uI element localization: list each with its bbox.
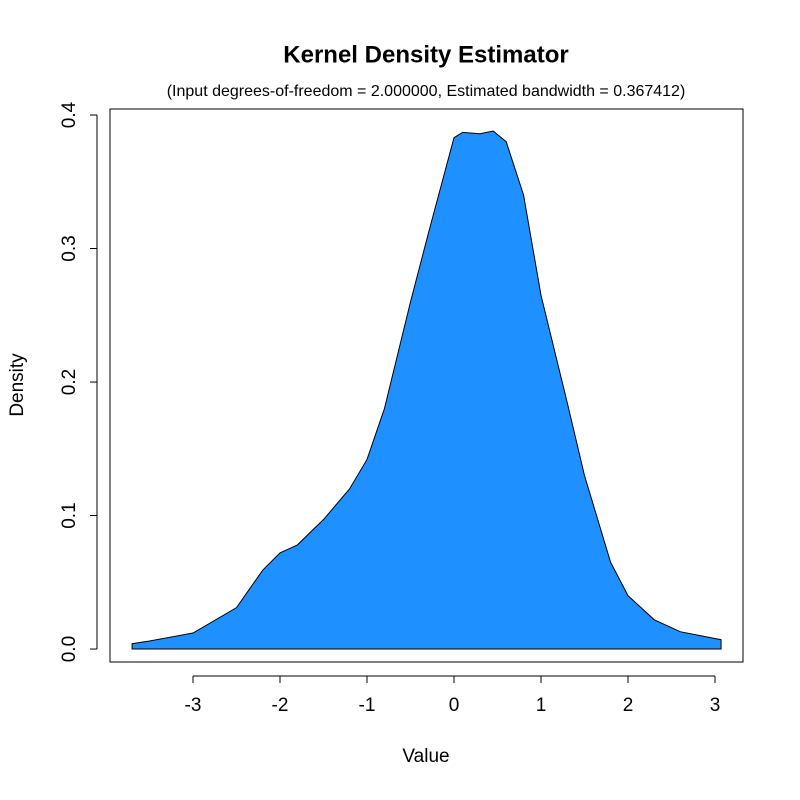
x-tick-label: 0 xyxy=(449,695,460,716)
x-tick-label: -1 xyxy=(359,695,376,716)
chart-title: Kernel Density Estimator xyxy=(283,41,568,68)
chart-subtitle: (Input degrees-of-freedom = 2.000000, Es… xyxy=(167,83,686,100)
x-tick-label: -3 xyxy=(185,695,202,716)
y-tick-label: 0.2 xyxy=(59,369,80,395)
x-tick-label: 3 xyxy=(710,695,721,716)
density-area xyxy=(131,130,722,650)
y-tick-label: 0.1 xyxy=(59,502,80,528)
x-tick-label: 1 xyxy=(536,695,547,716)
x-tick-label: 2 xyxy=(623,695,634,716)
y-axis-label: Density xyxy=(7,353,28,417)
y-tick-label: 0.4 xyxy=(59,101,80,128)
x-axis-label: Value xyxy=(402,746,449,767)
y-tick-label: 0.3 xyxy=(59,235,80,261)
plot-frame xyxy=(109,108,744,663)
y-tick-label: 0.0 xyxy=(59,636,80,662)
x-tick-label: -2 xyxy=(272,695,289,716)
